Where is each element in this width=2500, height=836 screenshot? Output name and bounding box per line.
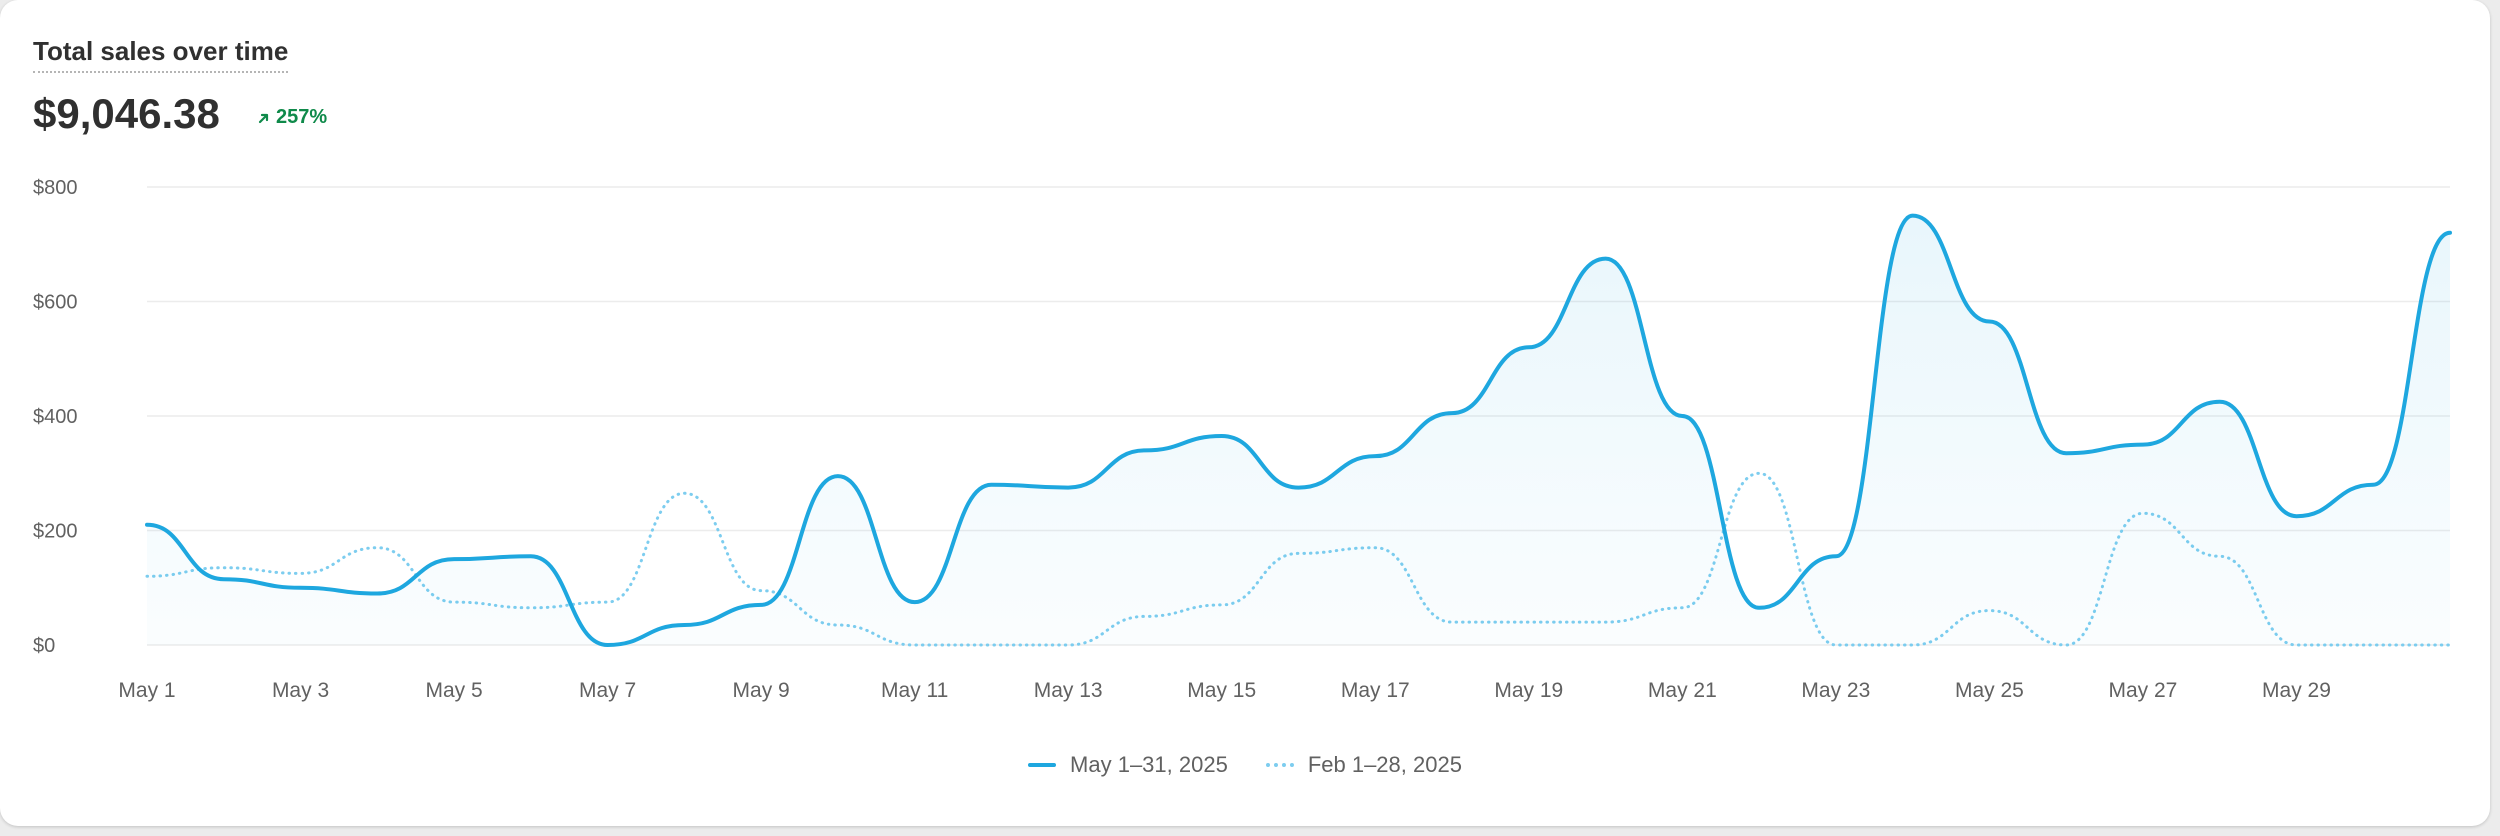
dotted-line-swatch <box>1265 763 1294 767</box>
change-badge: 257% <box>258 106 327 129</box>
sales-line-chart: $0 $200 $400 $600 $800 May 1 May 3 May 5 May 7 M… <box>33 177 2452 702</box>
x-tick-label: May 3 <box>272 679 329 702</box>
change-percent: 257% <box>276 106 328 128</box>
x-tick-label: May 21 <box>1648 679 1717 702</box>
chart-legend: May 1–31, 2025 Feb 1–28, 2025 <box>0 752 2490 778</box>
x-tick-label: May 5 <box>425 679 482 702</box>
x-tick-label: May 29 <box>2262 679 2331 702</box>
x-tick-label: May 9 <box>733 679 790 702</box>
x-tick-label: May 23 <box>1801 679 1870 702</box>
series-line-current <box>145 213 2452 647</box>
y-tick-label: $800 <box>33 177 78 199</box>
x-tick-label: May 13 <box>1034 679 1103 702</box>
legend-label-comparison: Feb 1–28, 2025 <box>1307 752 1462 777</box>
legend-item-comparison[interactable]: Feb 1–28, 2025 <box>1265 752 1462 778</box>
series-area-current <box>147 215 2450 645</box>
x-tick-label: May 27 <box>2108 679 2177 702</box>
x-tick-label: May 25 <box>1955 679 2024 702</box>
y-tick-label: $600 <box>33 292 78 314</box>
x-tick-label: May 11 <box>881 679 948 702</box>
y-tick-label: $400 <box>33 406 78 428</box>
x-tick-label: May 15 <box>1187 679 1256 702</box>
x-tick-label: May 7 <box>579 679 636 702</box>
total-sales-value: $9,046.38 <box>33 90 220 137</box>
legend-item-current[interactable]: May 1–31, 2025 <box>1028 752 1228 778</box>
chart-title[interactable]: Total sales over time <box>33 36 289 73</box>
x-tick-label: May 1 <box>118 679 175 702</box>
y-tick-label: $200 <box>33 521 78 543</box>
x-tick-label: May 17 <box>1341 679 1410 702</box>
legend-label-current: May 1–31, 2025 <box>1070 752 1228 777</box>
solid-line-swatch <box>1028 763 1057 767</box>
y-tick-label: $0 <box>33 635 55 657</box>
x-tick-label: May 19 <box>1494 679 1563 702</box>
arrow-up-right-icon <box>258 113 269 123</box>
